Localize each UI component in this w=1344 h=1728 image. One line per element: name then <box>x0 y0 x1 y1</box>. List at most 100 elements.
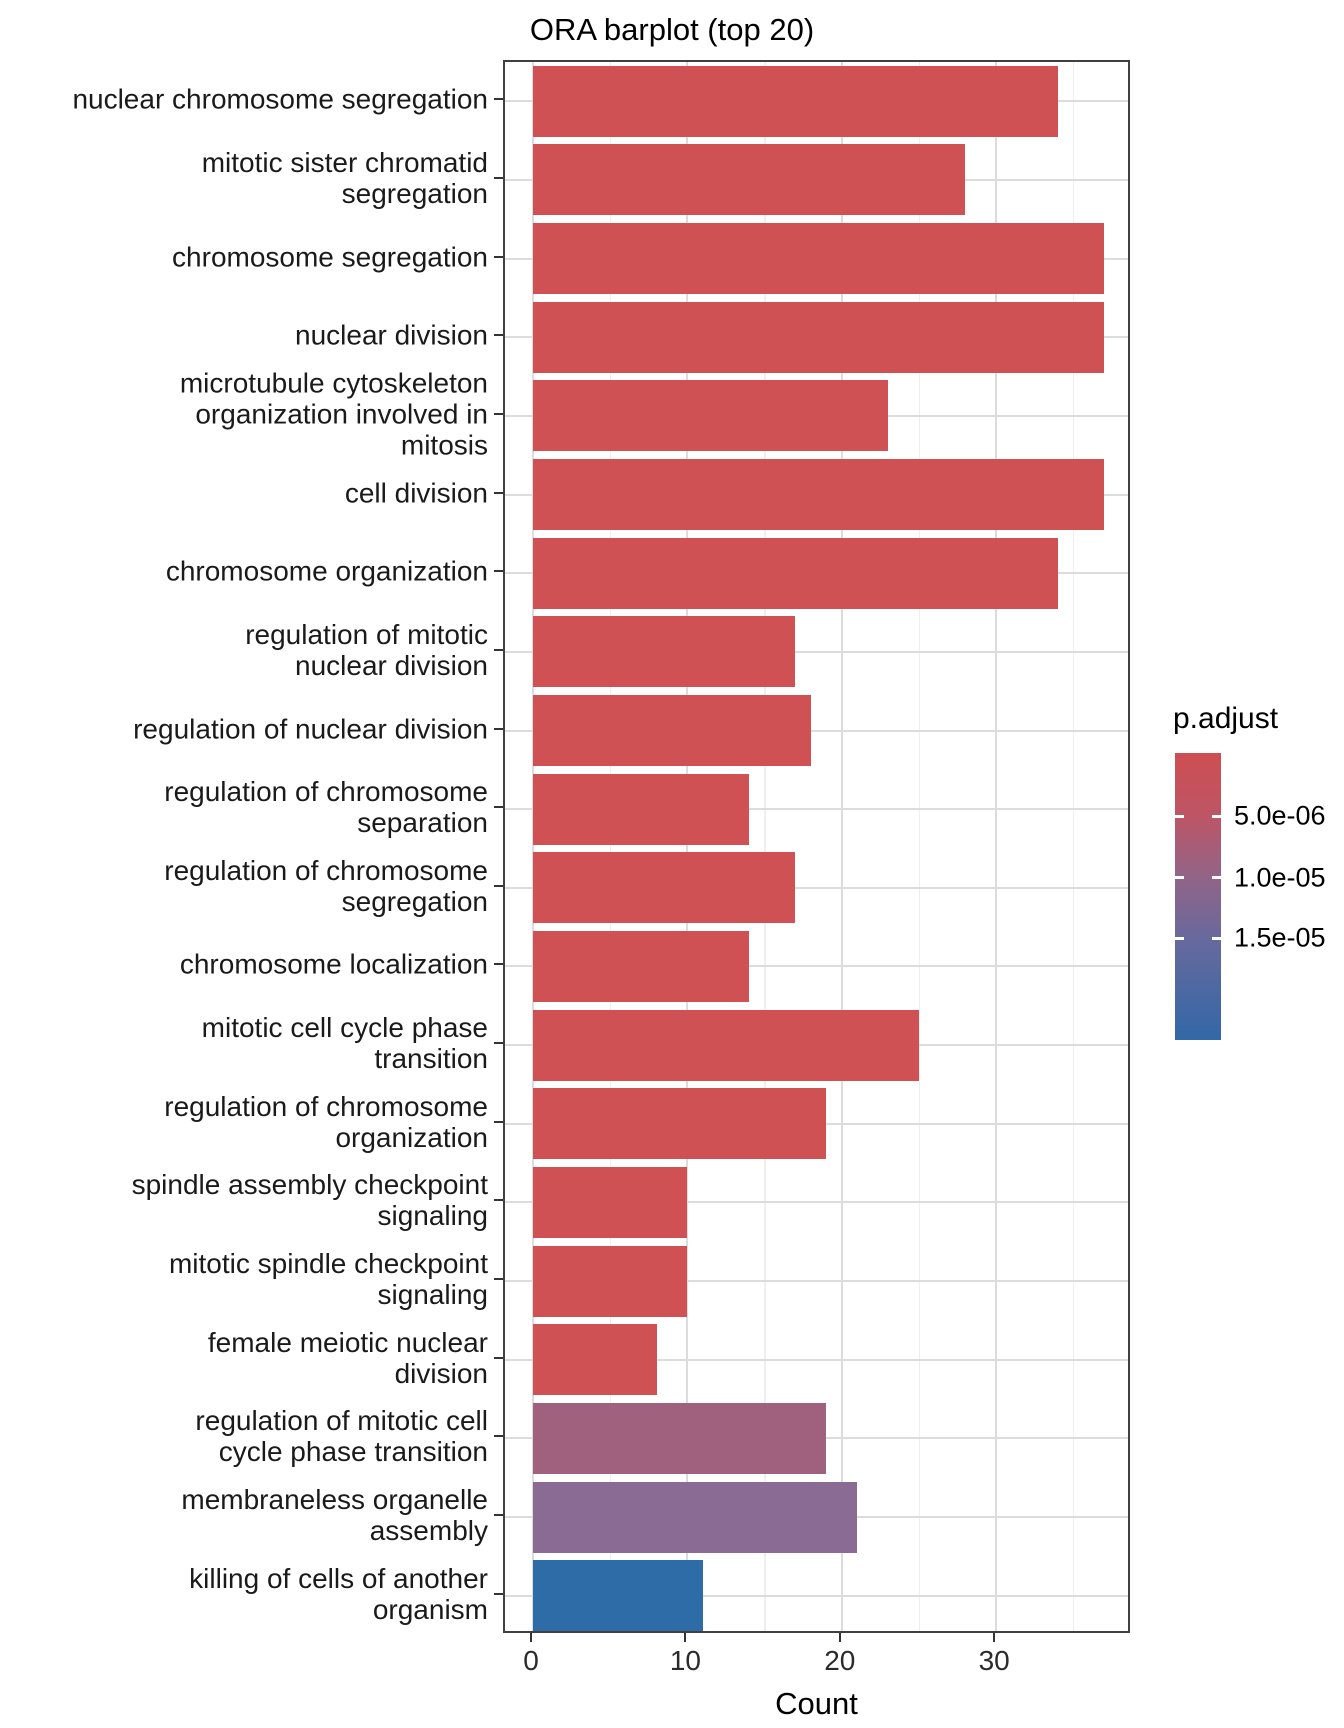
y-tick <box>494 98 503 101</box>
grid-line-x-minor <box>918 62 920 1631</box>
legend-tick <box>1212 936 1221 940</box>
plot-panel <box>503 60 1130 1633</box>
bar <box>533 695 811 767</box>
x-tick <box>993 1633 996 1642</box>
y-tick <box>494 1592 503 1595</box>
x-tick <box>684 1633 687 1642</box>
grid-line-x-major <box>840 62 843 1631</box>
x-axis-title: Count <box>775 1686 858 1721</box>
y-tick <box>494 884 503 887</box>
bar <box>533 1166 688 1238</box>
legend-tick <box>1212 814 1221 818</box>
grid-line-y-major <box>505 729 1128 732</box>
y-tick <box>494 334 503 337</box>
grid-line-y-major <box>505 808 1128 811</box>
y-tick-label: regulation of mitotic cell cycle phase t… <box>195 1405 488 1468</box>
y-tick-label: killing of cells of another organism <box>189 1562 488 1625</box>
bar <box>533 144 966 216</box>
grid-line-y-major <box>505 1594 1128 1597</box>
bar <box>533 930 750 1002</box>
y-tick-label: microtubule cytoskeleton organization in… <box>179 367 488 461</box>
legend-tick <box>1175 876 1184 880</box>
y-tick <box>494 176 503 179</box>
y-tick <box>494 1278 503 1281</box>
grid-line-y-major <box>505 886 1128 889</box>
y-tick-label: nuclear division <box>295 319 488 351</box>
bar <box>533 65 1058 137</box>
x-tick-label: 0 <box>523 1645 539 1676</box>
x-tick-label: 20 <box>824 1645 856 1676</box>
legend-tick-label: 1.5e-05 <box>1234 922 1326 953</box>
bar <box>533 537 1058 609</box>
y-tick-label: nuclear chromosome segregation <box>72 83 488 115</box>
y-tick-label: cell division <box>344 477 488 509</box>
grid-line-y-major <box>505 965 1128 968</box>
grid-line-y-major <box>505 1358 1128 1361</box>
y-tick <box>494 727 503 730</box>
grid-line-x-minor <box>1072 62 1075 1631</box>
y-tick <box>494 570 503 573</box>
bar <box>533 301 1105 373</box>
grid-line-y-major <box>505 1280 1128 1283</box>
y-tick <box>494 412 503 415</box>
y-tick <box>494 491 503 494</box>
y-tick <box>494 1120 503 1123</box>
y-tick <box>494 1042 503 1045</box>
y-tick-label: mitotic cell cycle phase transition <box>201 1012 488 1075</box>
y-tick-label: female meiotic nuclear division <box>207 1326 488 1389</box>
y-tick-label: mitotic sister chromatid segregation <box>201 146 488 209</box>
y-tick-label: spindle assembly checkpoint signaling <box>131 1169 488 1232</box>
y-tick-label: chromosome segregation <box>172 241 488 273</box>
y-tick <box>494 1435 503 1438</box>
y-tick <box>494 1514 503 1517</box>
legend-tick <box>1175 814 1184 818</box>
bar <box>533 616 796 688</box>
y-tick-label: mitotic spindle checkpoint signaling <box>168 1248 488 1311</box>
bar <box>533 1402 827 1474</box>
grid-line-y-major <box>505 1201 1128 1204</box>
y-tick <box>494 648 503 651</box>
bar <box>533 773 750 845</box>
x-tick-label: 10 <box>669 1645 701 1676</box>
y-tick-label: regulation of mitotic nuclear division <box>245 618 488 681</box>
x-tick <box>530 1633 532 1642</box>
grid-line-x-minor <box>609 62 612 1631</box>
legend-tick-label: 1.0e-05 <box>1234 862 1326 893</box>
bar <box>533 1088 827 1160</box>
grid-line-x-major <box>995 62 998 1631</box>
legend-tick <box>1212 876 1221 880</box>
chart-title: ORA barplot (top 20) <box>529 12 815 47</box>
y-tick <box>494 1199 503 1202</box>
y-tick-label: membraneless organelle assembly <box>181 1484 488 1547</box>
x-tick-label: 30 <box>978 1645 1010 1676</box>
bar <box>533 459 1105 531</box>
legend-tick-label: 5.0e-06 <box>1234 800 1326 831</box>
y-tick-label: chromosome organization <box>165 555 488 587</box>
grid-line-y-major <box>505 650 1128 653</box>
y-tick <box>494 963 503 966</box>
grid-line-x-major <box>532 62 534 1631</box>
bar <box>533 1560 703 1632</box>
legend-title: p.adjust <box>1173 702 1279 735</box>
bar <box>533 223 1105 295</box>
bar <box>533 1009 919 1081</box>
y-tick <box>494 1356 503 1359</box>
bar <box>533 1245 688 1317</box>
grid-line-x-minor <box>764 62 766 1631</box>
bar <box>533 1324 657 1396</box>
bar <box>533 852 796 924</box>
y-tick-label: regulation of chromosome separation <box>164 776 488 839</box>
bar <box>533 380 889 452</box>
legend-gradient <box>1175 753 1221 1040</box>
y-tick-label: regulation of nuclear division <box>133 713 488 745</box>
y-tick <box>494 806 503 809</box>
y-tick-label: chromosome localization <box>179 948 488 980</box>
bar <box>533 1481 858 1553</box>
y-tick-label: regulation of chromosome segregation <box>164 854 488 917</box>
x-tick <box>838 1633 841 1642</box>
legend-tick <box>1175 936 1184 940</box>
y-tick <box>494 255 503 258</box>
grid-line-x-major <box>686 62 689 1631</box>
y-tick-label: regulation of chromosome organization <box>164 1090 488 1153</box>
